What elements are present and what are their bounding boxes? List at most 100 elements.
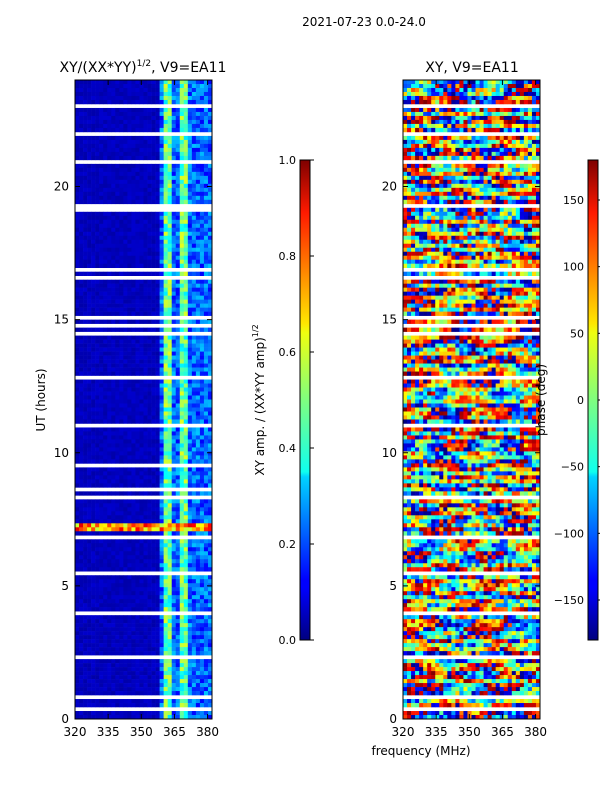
heatmap-cell	[87, 303, 92, 308]
heatmap-cell	[115, 563, 120, 568]
heatmap-cell	[135, 183, 140, 189]
heatmap-cell	[95, 435, 100, 440]
heatmap-cell	[127, 507, 132, 512]
heatmap-cell	[127, 87, 132, 93]
heatmap-cell	[87, 427, 92, 432]
heatmap-cell	[103, 271, 108, 276]
heatmap-cell	[135, 559, 140, 564]
heatmap-cell	[179, 507, 185, 512]
heatmap-cell	[487, 87, 492, 93]
heatmap-cell	[119, 675, 124, 680]
heatmap-cell	[87, 359, 92, 364]
heatmap-cell	[111, 379, 116, 384]
heatmap-cell	[139, 467, 144, 472]
heatmap-cell	[135, 531, 140, 536]
heatmap-cell	[179, 183, 185, 189]
heatmap-cell	[107, 91, 112, 97]
heatmap-cell	[151, 583, 156, 588]
heatmap-cell	[187, 115, 193, 121]
heatmap-cell	[87, 431, 92, 436]
heatmap-cell	[107, 383, 112, 388]
heatmap-cell	[183, 343, 189, 348]
heatmap-cell	[95, 503, 100, 508]
heatmap-cell	[151, 151, 156, 157]
heatmap-cell	[91, 715, 96, 720]
heatmap-cell	[155, 303, 160, 308]
heatmap-cell	[195, 615, 201, 620]
heatmap-cell	[103, 467, 108, 472]
heatmap-cell	[203, 231, 209, 237]
heatmap-cell	[103, 511, 108, 516]
heatmap-cell	[79, 491, 84, 496]
heatmap-cell	[187, 387, 193, 392]
heatmap-cell	[475, 91, 480, 97]
heatmap-cell	[143, 503, 148, 508]
heatmap-cell	[159, 83, 164, 89]
heatmap-cell	[99, 339, 104, 344]
heatmap-cell	[171, 379, 177, 384]
heatmap-cell	[187, 679, 193, 684]
heatmap-cell	[87, 327, 92, 332]
heatmap-cell	[123, 635, 128, 640]
heatmap-cell	[91, 235, 96, 241]
heatmap-cell	[119, 255, 124, 261]
heatmap-cell	[147, 583, 152, 588]
heatmap-cell	[407, 95, 412, 101]
heatmap-cell	[203, 239, 209, 245]
heatmap-cell	[207, 223, 213, 229]
heatmap-cell	[111, 87, 116, 93]
heatmap-cell	[79, 147, 84, 153]
heatmap-cell	[195, 379, 201, 384]
heatmap-cell	[199, 135, 205, 141]
heatmap-cell	[147, 215, 152, 221]
heatmap-cell	[75, 623, 80, 628]
heatmap-cell	[87, 699, 92, 704]
heatmap-cell	[123, 427, 128, 432]
heatmap-cell	[135, 191, 140, 197]
heatmap-cell	[135, 80, 140, 85]
heatmap-cell	[135, 335, 140, 340]
heatmap-cell	[103, 155, 108, 161]
heatmap-cell	[107, 675, 112, 680]
heatmap-cell	[159, 431, 164, 436]
heatmap-cell	[207, 227, 213, 233]
heatmap-cell	[151, 595, 156, 600]
heatmap-cell	[107, 419, 112, 424]
heatmap-cell	[111, 483, 116, 488]
heatmap-cell	[147, 647, 152, 652]
heatmap-cell	[115, 447, 120, 452]
heatmap-cell	[203, 151, 209, 157]
heatmap-cell	[79, 219, 84, 225]
heatmap-cell	[467, 83, 472, 89]
heatmap-cell	[107, 435, 112, 440]
heatmap-cell	[199, 491, 205, 496]
heatmap-cell	[191, 179, 197, 185]
heatmap-cell	[95, 295, 100, 300]
heatmap-cell	[75, 467, 80, 472]
heatmap-cell	[187, 163, 193, 169]
heatmap-cell	[119, 519, 124, 524]
heatmap-cell	[107, 199, 112, 205]
heatmap-cell	[155, 411, 160, 416]
heatmap-cell	[203, 639, 209, 644]
heatmap-cell	[103, 163, 108, 169]
heatmap-cell	[135, 255, 140, 261]
heatmap-cell	[171, 239, 177, 245]
heatmap-cell	[103, 539, 108, 544]
heatmap-cell	[143, 115, 148, 121]
heatmap-cell	[83, 303, 88, 308]
heatmap-cell	[167, 111, 173, 117]
heatmap-cell	[123, 515, 128, 520]
heatmap-cell	[207, 243, 213, 249]
heatmap-cell	[139, 219, 144, 225]
heatmap-cell	[163, 387, 168, 392]
heatmap-cell	[123, 311, 128, 316]
heatmap-cell	[199, 99, 205, 105]
heatmap-cell	[171, 715, 177, 720]
heatmap-cell	[123, 371, 128, 376]
heatmap-cell	[163, 339, 168, 344]
heatmap-cell	[127, 227, 132, 233]
heatmap-cell	[207, 427, 213, 432]
heatmap-cell	[183, 683, 189, 688]
heatmap-cell	[115, 691, 120, 696]
